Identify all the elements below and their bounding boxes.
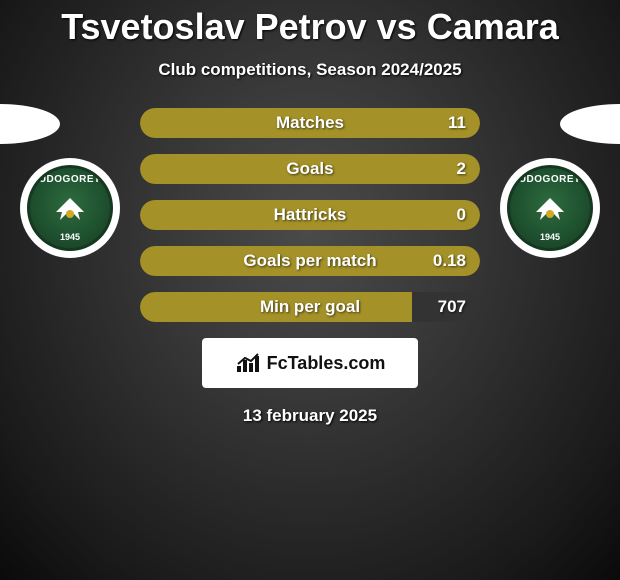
stat-bar: Hattricks 0 [140, 200, 480, 230]
subtitle: Club competitions, Season 2024/2025 [0, 60, 620, 80]
stat-label: Goals per match [243, 251, 376, 271]
club-crest-right: LUDOGORETS 1945 [500, 158, 600, 258]
stat-label: Min per goal [260, 297, 360, 317]
stat-label: Hattricks [274, 205, 347, 225]
date: 13 february 2025 [0, 406, 620, 426]
stat-bar: Matches 11 [140, 108, 480, 138]
crest-left-year: 1945 [30, 232, 110, 242]
page-title: Tsvetoslav Petrov vs Camara [0, 0, 620, 48]
player-photo-placeholder-left [0, 104, 60, 144]
stat-value: 707 [438, 297, 466, 317]
crest-left-name: LUDOGORETS [30, 174, 110, 185]
club-crest-right-inner: LUDOGORETS 1945 [507, 165, 593, 251]
stat-value: 0.18 [433, 251, 466, 271]
stat-label: Goals [286, 159, 333, 179]
bar-chart-icon [235, 352, 263, 374]
crest-right-year: 1945 [510, 232, 590, 242]
eagle-icon [528, 194, 572, 224]
brand-text: FcTables.com [267, 353, 386, 374]
brand-box[interactable]: FcTables.com [202, 338, 418, 388]
content: LUDOGORETS 1945 LUDOGORETS 1945 Matches 1… [0, 108, 620, 426]
club-crest-left-inner: LUDOGORETS 1945 [27, 165, 113, 251]
player-photo-placeholder-right [560, 104, 620, 144]
club-crest-left: LUDOGORETS 1945 [20, 158, 120, 258]
stat-bar: Min per goal 707 [140, 292, 480, 322]
stat-bars: Matches 11 Goals 2 Hattricks 0 Goals per match… [140, 108, 480, 322]
stat-value: 2 [457, 159, 466, 179]
stat-value: 0 [457, 205, 466, 225]
stat-label: Matches [276, 113, 344, 133]
stat-bar: Goals 2 [140, 154, 480, 184]
crest-right-name: LUDOGORETS [510, 174, 590, 185]
stat-value: 11 [448, 113, 466, 133]
eagle-icon [48, 194, 92, 224]
stat-bar: Goals per match 0.18 [140, 246, 480, 276]
